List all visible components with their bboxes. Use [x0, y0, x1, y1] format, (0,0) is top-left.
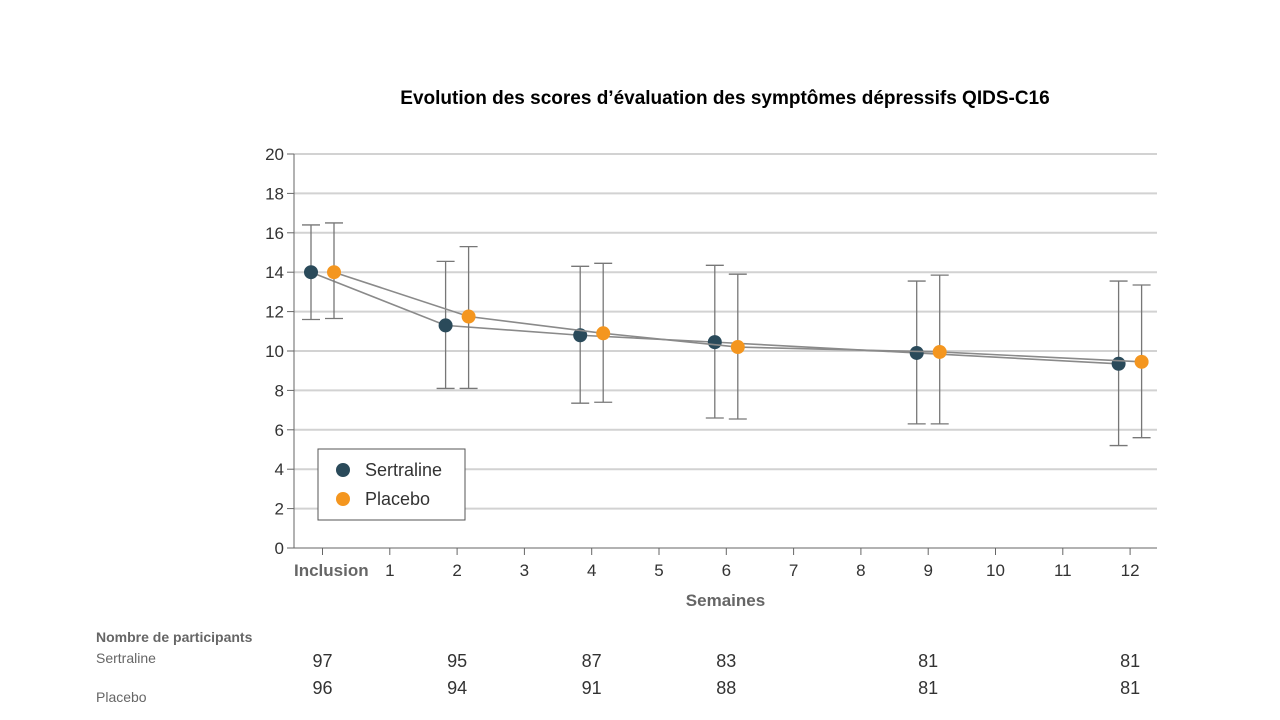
- y-tick-label: 16: [265, 224, 284, 243]
- data-point-sertraline: [304, 265, 318, 280]
- x-tick-label: 1: [385, 561, 394, 580]
- data-point-placebo: [596, 326, 611, 341]
- data-point-sertraline: [707, 335, 722, 350]
- x-tick-label: 12: [1121, 561, 1140, 580]
- data-point-sertraline: [573, 328, 588, 343]
- x-tick-label: 3: [520, 561, 529, 580]
- x-tick-label: 7: [789, 561, 798, 580]
- legend-marker-sertraline: [336, 463, 350, 477]
- y-tick-label: 14: [265, 263, 284, 282]
- legend-label-placebo: Placebo: [365, 489, 430, 509]
- count-placebo: 88: [716, 678, 736, 698]
- legend-label-sertraline: Sertraline: [365, 460, 442, 480]
- data-point-placebo: [327, 265, 341, 280]
- y-tick-label: 12: [265, 303, 284, 322]
- chart-title: Evolution des scores d’évaluation des sy…: [400, 88, 1050, 109]
- x-tick-label: 5: [654, 561, 663, 580]
- count-placebo: 94: [447, 678, 467, 698]
- count-placebo: 81: [918, 678, 938, 698]
- x-tick-label: 2: [452, 561, 461, 580]
- legend-box: [317, 448, 466, 521]
- data-point-sertraline: [909, 345, 924, 360]
- count-sertraline: 83: [716, 651, 736, 671]
- y-tick-label: 20: [265, 145, 284, 164]
- data-point-placebo: [461, 309, 476, 324]
- participants-sertraline-label: Sertraline: [96, 650, 156, 666]
- legend: Sertraline Placebo: [317, 448, 466, 521]
- series-marks: [302, 222, 1151, 447]
- series-line-sertraline: [310, 271, 1119, 365]
- data-point-sertraline: [438, 318, 453, 333]
- x-tick-label: Inclusion: [294, 561, 369, 580]
- y-tick-label: 4: [275, 460, 284, 479]
- y-tick-label: 6: [275, 421, 284, 440]
- x-tick-label: 9: [923, 561, 932, 580]
- data-point-placebo: [932, 344, 947, 359]
- count-sertraline: 87: [582, 651, 602, 671]
- x-tick-label: 10: [986, 561, 1005, 580]
- participants-placebo-label: Placebo: [96, 689, 147, 705]
- data-point-placebo: [1134, 354, 1149, 369]
- count-sertraline: 81: [918, 651, 938, 671]
- y-tick-label: 0: [275, 539, 284, 558]
- x-tick-label: 6: [722, 561, 731, 580]
- count-sertraline: 97: [312, 651, 332, 671]
- x-tick-label: 4: [587, 561, 596, 580]
- count-placebo: 96: [312, 678, 332, 698]
- data-point-sertraline: [1111, 356, 1126, 371]
- y-tick-label: 8: [275, 381, 284, 400]
- x-tick-label: 8: [856, 561, 865, 580]
- series-line-placebo: [333, 271, 1142, 363]
- legend-marker-placebo: [336, 492, 350, 506]
- x-tick-label: 11: [1054, 561, 1072, 580]
- data-point-placebo: [730, 340, 745, 355]
- grid-lines: [294, 153, 1157, 510]
- y-tick-label: 18: [265, 184, 284, 203]
- count-sertraline: 95: [447, 651, 467, 671]
- count-sertraline: 81: [1120, 651, 1140, 671]
- count-placebo: 81: [1120, 678, 1140, 698]
- y-tick-label: 2: [275, 500, 284, 519]
- x-axis-title: Semaines: [686, 591, 765, 610]
- participants-title: Nombre de participants: [96, 629, 253, 645]
- count-placebo: 91: [582, 678, 602, 698]
- participant-counts: 97 96 95 94 87 91 83 88 81 81 81 81: [312, 651, 1140, 698]
- y-tick-label: 10: [265, 342, 284, 361]
